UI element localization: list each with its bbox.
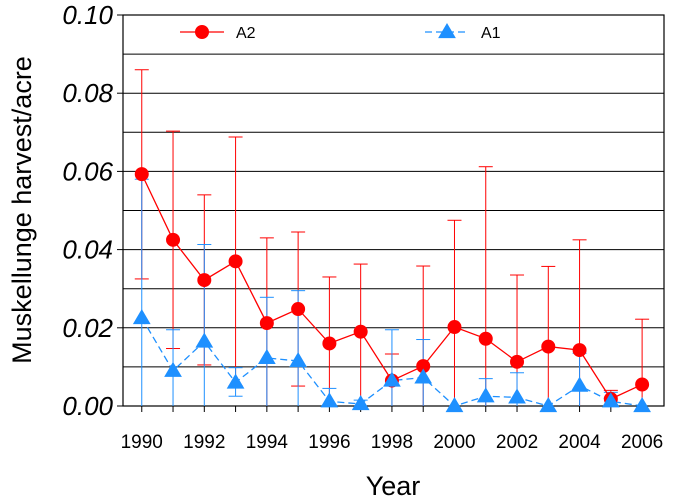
x-axis: 1990 1992 1994 1996 1998 2000 2002 2004 2006	[121, 406, 663, 453]
x-tick-label: 1996	[308, 432, 350, 453]
legend-marker-a2	[195, 25, 209, 39]
data-point-a1	[476, 387, 495, 403]
data-point-a1	[601, 392, 620, 408]
y-axis: 0.00 0.02 0.04 0.06 0.08 0.10	[62, 0, 123, 421]
data-point-a2	[541, 339, 556, 354]
grid-lines	[123, 53, 664, 368]
data-point-a2	[197, 273, 212, 288]
data-point-a1	[164, 361, 182, 377]
data-point-a2	[635, 377, 650, 392]
data-point-a1	[508, 388, 526, 404]
legend: A2 A1	[180, 23, 501, 42]
x-tick-label: 2004	[558, 432, 601, 453]
x-tick-label: 1998	[371, 432, 413, 453]
x-tick-label: 1994	[246, 432, 289, 453]
y-tick-label: 0.10	[62, 0, 113, 30]
series-line-a1	[141, 317, 643, 407]
legend-label-a2: A2	[236, 25, 256, 42]
y-tick-label: 0.00	[62, 391, 113, 421]
data-point-a1	[320, 392, 339, 408]
data-point-a1	[226, 373, 245, 389]
y-tick-label: 0.08	[62, 78, 113, 108]
x-tick-label: 1990	[121, 432, 163, 453]
data-point-a2	[166, 232, 181, 247]
plot-frame	[122, 14, 665, 407]
y-tick-label: 0.06	[62, 156, 113, 186]
data-point-a1	[257, 348, 276, 365]
data-point-a1	[195, 332, 214, 348]
data-point-a2	[478, 331, 493, 346]
data-point-a2	[510, 354, 525, 369]
data-point-a1	[132, 309, 151, 325]
data-point-a2	[572, 343, 587, 358]
x-tick-label: 1992	[183, 432, 225, 453]
data-point-a1	[539, 397, 558, 413]
data-point-a1	[445, 397, 464, 413]
x-axis-label: Year	[366, 471, 421, 499]
data-point-a1	[633, 397, 651, 413]
data-point-a2	[228, 254, 243, 269]
data-point-a2	[322, 336, 337, 351]
y-axis-label: Muskellunge harvest/acre	[7, 56, 37, 364]
legend-marker-a1	[438, 23, 456, 39]
data-point-a2	[134, 167, 149, 182]
data-point-a1	[351, 395, 370, 411]
data-point-a2	[353, 324, 368, 339]
data-point-a1	[414, 368, 433, 384]
y-tick-label: 0.02	[62, 313, 113, 343]
data-point-a1	[570, 376, 589, 392]
data-point-a2	[259, 316, 274, 331]
x-tick-label: 2000	[433, 432, 475, 453]
x-tick-label: 2006	[621, 432, 663, 453]
data-point-a1	[289, 352, 307, 368]
data-point-a2	[447, 320, 462, 335]
legend-label-a1: A1	[481, 25, 501, 42]
series-layer	[132, 69, 651, 413]
x-tick-label: 2002	[496, 432, 538, 453]
data-point-a2	[291, 302, 306, 317]
y-tick-label: 0.04	[62, 235, 113, 265]
data-point-a1	[383, 371, 401, 387]
